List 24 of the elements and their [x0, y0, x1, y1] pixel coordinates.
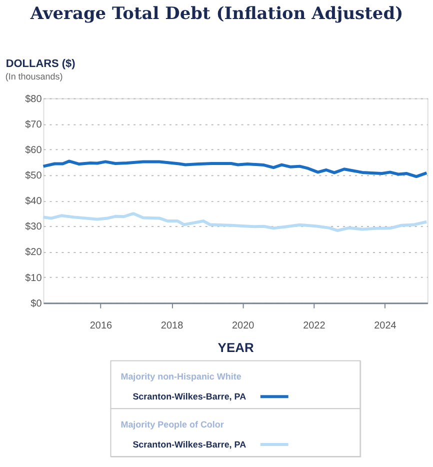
y-tick-label: $30	[25, 222, 42, 233]
y-tick-label: $80	[25, 94, 42, 105]
x-tick-label: 2022	[303, 320, 326, 332]
legend-label: Scranton-Wilkes-Barre, PA	[132, 392, 247, 402]
line-series	[42, 212, 428, 232]
chart-title: Average Total Debt (Inflation Adjusted)	[29, 2, 404, 23]
y-axis-title: DOLLARS ($)	[6, 58, 76, 70]
text: (In thousands)	[5, 71, 63, 82]
x-axis-title: YEAR	[218, 340, 254, 356]
x-tick-label: 2018	[160, 320, 184, 332]
line-series	[42, 160, 428, 178]
text: Majority non-Hispanic White	[120, 372, 242, 382]
text: Majority People of Color	[120, 420, 224, 430]
y-tick-label: $70	[25, 119, 42, 130]
x-tick-label: 2016	[90, 320, 112, 332]
y-tick-label: $40	[25, 196, 42, 208]
y-tick-label: $20	[25, 247, 42, 258]
y-tick-label: $0	[30, 298, 42, 310]
y-tick-label: $10	[25, 272, 42, 284]
x-tick-label: 2020	[232, 320, 255, 332]
legend-label: Scranton-Wilkes-Barre, PA	[132, 439, 247, 450]
y-tick-label: $60	[25, 144, 42, 156]
y-tick-label: $50	[25, 170, 42, 182]
x-tick-label: 2024	[374, 320, 397, 332]
